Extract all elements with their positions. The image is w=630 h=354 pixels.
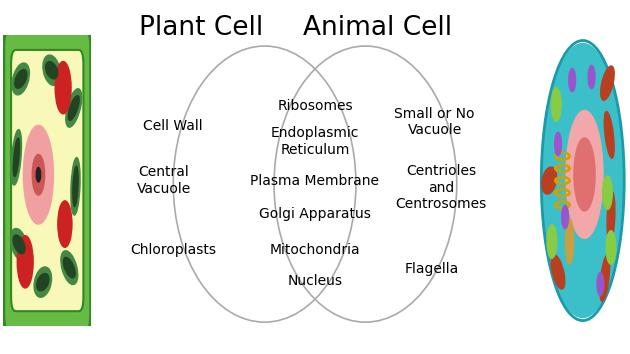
Circle shape	[574, 138, 595, 211]
Circle shape	[597, 273, 604, 296]
Ellipse shape	[12, 63, 30, 95]
FancyBboxPatch shape	[11, 50, 83, 311]
Circle shape	[551, 88, 561, 121]
Text: Chloroplasts: Chloroplasts	[130, 242, 216, 257]
Circle shape	[554, 132, 561, 155]
Text: Plant Cell: Plant Cell	[139, 15, 264, 41]
Ellipse shape	[542, 44, 623, 318]
Ellipse shape	[551, 255, 565, 289]
Text: Ribosomes: Ribosomes	[277, 99, 353, 113]
Ellipse shape	[542, 167, 557, 194]
Circle shape	[569, 69, 576, 92]
FancyBboxPatch shape	[3, 30, 91, 331]
Ellipse shape	[566, 219, 573, 264]
Ellipse shape	[71, 158, 80, 215]
Ellipse shape	[600, 255, 610, 301]
Ellipse shape	[34, 267, 52, 297]
Text: Central
Vacuole: Central Vacuole	[137, 165, 191, 196]
Ellipse shape	[11, 130, 21, 185]
Text: Mitochondria: Mitochondria	[270, 242, 360, 257]
Circle shape	[17, 236, 33, 288]
Circle shape	[23, 125, 54, 224]
Ellipse shape	[607, 192, 615, 242]
Text: Centrioles
and
Centrosomes: Centrioles and Centrosomes	[396, 164, 486, 211]
Ellipse shape	[600, 66, 614, 100]
Circle shape	[588, 65, 595, 88]
Text: Golgi Apparatus: Golgi Apparatus	[259, 207, 371, 221]
Text: Small or No
Vacuole: Small or No Vacuole	[394, 107, 475, 137]
Ellipse shape	[604, 112, 614, 158]
Circle shape	[32, 154, 45, 195]
Circle shape	[562, 206, 568, 229]
Ellipse shape	[73, 166, 78, 206]
Text: Flagella: Flagella	[404, 262, 459, 276]
Ellipse shape	[11, 228, 28, 260]
Ellipse shape	[61, 251, 77, 285]
Ellipse shape	[64, 257, 75, 278]
Ellipse shape	[66, 89, 82, 127]
Ellipse shape	[43, 55, 60, 85]
Circle shape	[602, 176, 612, 210]
Ellipse shape	[13, 138, 20, 177]
Ellipse shape	[45, 62, 58, 79]
Ellipse shape	[37, 274, 49, 291]
Text: Plasma Membrane: Plasma Membrane	[251, 173, 379, 188]
Circle shape	[55, 62, 71, 114]
Ellipse shape	[14, 70, 27, 88]
Circle shape	[566, 110, 603, 238]
Circle shape	[606, 231, 616, 264]
Text: Cell Wall: Cell Wall	[144, 119, 203, 133]
Text: Endoplasmic
Reticulum: Endoplasmic Reticulum	[271, 126, 359, 157]
Circle shape	[37, 167, 40, 182]
Text: Animal Cell: Animal Cell	[304, 15, 452, 41]
Ellipse shape	[13, 235, 25, 254]
Text: Nucleus: Nucleus	[287, 274, 343, 289]
Circle shape	[58, 201, 72, 247]
Circle shape	[547, 225, 557, 258]
Ellipse shape	[68, 96, 79, 120]
